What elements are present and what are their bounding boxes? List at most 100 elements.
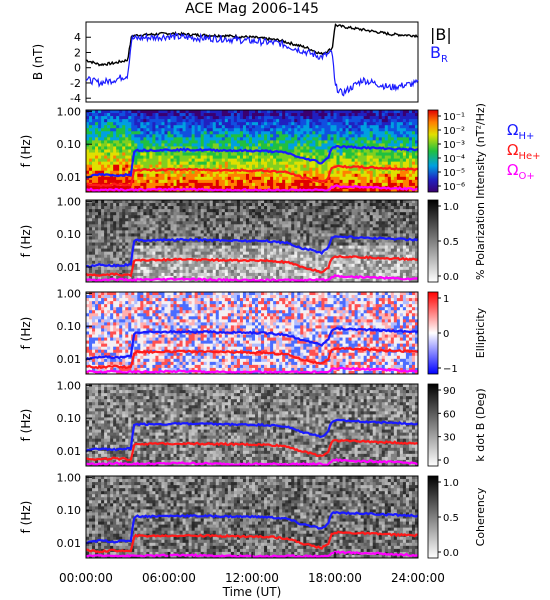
heatmap-cell <box>206 173 211 178</box>
heatmap-cell <box>411 122 416 126</box>
heatmap-cell <box>140 155 144 159</box>
heatmap-cell <box>101 254 105 259</box>
heatmap-cell <box>270 113 274 117</box>
heatmap-cell <box>227 146 232 150</box>
heatmap-cell <box>206 158 211 163</box>
heatmap-cell <box>245 134 250 138</box>
heatmap-cell <box>167 131 171 135</box>
heatmap-cell <box>312 128 316 132</box>
heatmap-cell <box>288 176 292 181</box>
heatmap-cell <box>95 152 99 156</box>
heatmap-cell <box>203 137 208 141</box>
heatmap-cell <box>86 221 90 225</box>
heatmap-cell <box>188 221 193 225</box>
heatmap-cell <box>197 122 202 126</box>
heatmap-cell <box>306 182 310 187</box>
heatmap-cell <box>233 260 238 265</box>
heatmap-cell <box>146 269 150 274</box>
heatmap-cell <box>248 179 253 184</box>
heatmap-cell <box>255 227 259 231</box>
heatmap-cell <box>288 149 292 153</box>
heatmap-cell <box>354 185 359 190</box>
heatmap-cell <box>282 224 286 228</box>
heatmap-cell <box>348 188 352 193</box>
heatmap-cell <box>282 155 286 159</box>
heatmap-cell <box>252 209 256 213</box>
heatmap-cell <box>167 209 171 213</box>
heatmap-cell <box>131 149 135 153</box>
heatmap-cell <box>297 167 301 172</box>
heatmap-cell <box>215 119 220 123</box>
heatmap-cell <box>252 203 256 207</box>
heatmap-cell <box>303 215 307 219</box>
heatmap-cell <box>330 173 334 178</box>
heatmap-cell <box>158 155 162 159</box>
heatmap-cell <box>309 146 313 150</box>
heatmap-cell <box>402 176 407 181</box>
heatmap-cell <box>158 125 162 129</box>
heatmap-cell <box>242 122 247 126</box>
heatmap-cell <box>206 275 211 280</box>
heatmap-cell <box>273 212 277 216</box>
heatmap-cell <box>242 185 247 190</box>
heatmap-cell <box>95 245 99 249</box>
heatmap-cell <box>98 176 102 181</box>
heatmap-cell <box>170 161 174 166</box>
heatmap-cell <box>393 122 398 126</box>
heatmap-cell <box>261 254 265 259</box>
heatmap-cell <box>161 146 165 150</box>
heatmap-cell <box>405 188 410 193</box>
heatmap-cell <box>285 155 289 159</box>
heatmap-cell <box>188 119 193 123</box>
heatmap-cell <box>264 260 268 265</box>
heatmap-cell <box>276 254 280 259</box>
heatmap-cell <box>206 152 211 156</box>
b-r-line <box>85 32 419 97</box>
heatmap-cell <box>221 158 226 163</box>
heatmap-cell <box>98 242 102 246</box>
heatmap-cell <box>279 221 283 225</box>
heatmap-cell <box>110 155 114 159</box>
heatmap-cell <box>336 110 340 114</box>
heatmap-cell <box>161 263 165 268</box>
heatmap-cell <box>107 260 111 265</box>
heatmap-cell <box>215 254 220 259</box>
heatmap-cell <box>276 125 280 129</box>
field-ylabel: B (nT) <box>31 44 45 80</box>
heatmap-cell <box>369 179 374 184</box>
heatmap-cell <box>152 170 156 175</box>
heatmap-cell <box>333 122 337 126</box>
heatmap-cell <box>393 137 398 141</box>
heatmap-cell <box>366 125 371 129</box>
heatmap-cell <box>315 152 319 156</box>
intensity-frame <box>85 109 419 193</box>
heatmap-cell <box>242 275 247 280</box>
heatmap-cell <box>152 218 156 222</box>
heatmap-cell <box>191 269 196 274</box>
heatmap-cell <box>288 161 292 166</box>
heatmap-cell <box>245 218 250 222</box>
heatmap-cell <box>294 227 298 231</box>
heatmap-cell <box>354 161 359 166</box>
heatmap-cell <box>104 125 108 129</box>
heatmap-cell <box>245 164 250 169</box>
heatmap-cell <box>258 248 262 253</box>
heatmap-cell <box>92 227 96 231</box>
heatmap-cell <box>390 122 395 126</box>
heatmap-cell <box>116 203 120 207</box>
heatmap-cell <box>294 134 298 138</box>
heatmap-cell <box>414 110 419 114</box>
heatmap-cell <box>306 140 310 144</box>
heatmap-cell <box>86 155 90 159</box>
heatmap-cell <box>372 134 377 138</box>
heatmap-cell <box>149 152 153 156</box>
heatmap-cell <box>258 146 262 150</box>
heatmap-cell <box>107 185 111 190</box>
heatmap-cell <box>258 131 262 135</box>
heatmap-cell <box>152 182 156 187</box>
heatmap-cell <box>185 266 190 271</box>
ytick-label: 0.01 <box>57 171 82 184</box>
heatmap-cell <box>101 257 105 262</box>
heatmap-cell <box>372 128 377 132</box>
heatmap-cell <box>176 131 180 135</box>
